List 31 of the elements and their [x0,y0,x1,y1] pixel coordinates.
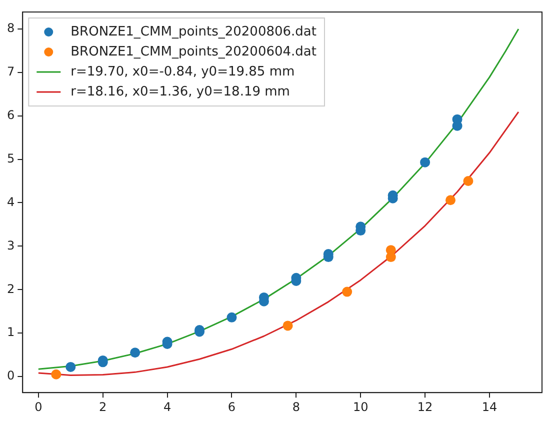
y-tick-label: 0 [6,368,15,383]
y-tick-label: 8 [6,21,15,36]
legend-label: BRONZE1_CMM_points_20200806.dat [70,24,316,40]
y-tick-label: 3 [6,238,15,252]
y-tick-label: 4 [6,194,15,209]
x-tick-label: 2 [99,400,107,414]
x-tick-label: 14 [482,400,498,414]
x-tick-label: 0 [34,400,42,414]
point [446,195,456,206]
legend-label: r=18.16, x0=1.36, y0=18.19 mm [70,84,290,100]
y-tick-label: 2 [6,282,15,296]
x-tick-label: 6 [228,400,236,414]
point [51,369,62,380]
point [386,252,396,262]
point [282,320,293,331]
point [226,312,237,322]
point [130,348,140,358]
legend-label: BRONZE1_CMM_points_20200604.dat [70,44,316,60]
x-tick-label: 10 [352,400,368,414]
point [463,176,474,186]
point [342,286,352,297]
point [420,157,430,168]
x-tick-label: 12 [417,400,433,414]
x-tick-label: 4 [163,400,172,414]
y-tick-label: 5 [6,151,15,166]
x-tick-label: 8 [292,400,300,414]
legend-label: r=19.70, x0=-0.84, y0=19.85 mm [70,64,295,80]
point [66,362,76,372]
y-tick-label: 6 [6,108,15,122]
y-tick-label: 7 [6,64,15,79]
y-tick-label: 1 [6,325,15,340]
